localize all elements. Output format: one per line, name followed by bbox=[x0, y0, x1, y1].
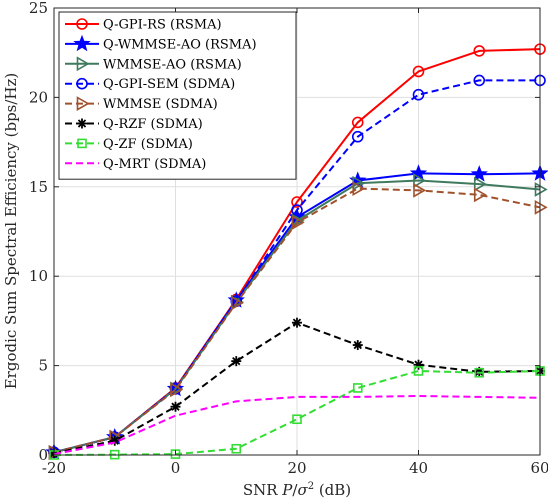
data-point bbox=[412, 88, 425, 101]
series-line bbox=[53, 395, 541, 456]
legend-label: Q-ZF (SDMA) bbox=[103, 137, 193, 152]
data-point bbox=[170, 382, 184, 398]
series-8 bbox=[53, 395, 541, 456]
y-tick-label: 5 bbox=[38, 357, 48, 375]
data-point bbox=[534, 199, 548, 215]
legend-item: Q-GPI-SEM (SDMA) bbox=[65, 77, 235, 92]
data-point bbox=[534, 182, 548, 197]
legend-item: Q-MRT (SDMA) bbox=[65, 157, 206, 172]
legend-label: Q-RZF (SDMA) bbox=[103, 117, 203, 132]
data-point bbox=[470, 165, 488, 182]
data-point bbox=[412, 65, 425, 78]
data-point bbox=[292, 414, 302, 425]
series-line bbox=[53, 187, 541, 454]
data-point bbox=[413, 173, 427, 188]
legend-label: Q-WMMSE-AO (RSMA) bbox=[103, 37, 257, 52]
legend-item: Q-RZF (SDMA) bbox=[65, 117, 203, 132]
x-tick-label: 60 bbox=[530, 459, 548, 477]
data-point bbox=[413, 366, 424, 376]
legend-label: Q-GPI-SEM (SDMA) bbox=[103, 77, 235, 92]
y-axis-label: Ergodic Sum Spectral Efficiency (bps/Hz) bbox=[2, 73, 20, 390]
legend-label: WMMSE-AO (RSMA) bbox=[103, 57, 242, 72]
legend-item: WMMSE-AO (RSMA) bbox=[65, 56, 242, 72]
x-tick-label: -20 bbox=[42, 459, 66, 477]
data-point bbox=[473, 45, 486, 57]
legend-item: Q-WMMSE-AO (RSMA) bbox=[65, 34, 257, 52]
legend-swatch-marker bbox=[73, 34, 91, 52]
data-point bbox=[352, 181, 366, 196]
y-tick-label: 20 bbox=[29, 88, 48, 106]
legend-swatch-marker bbox=[77, 118, 87, 129]
data-point bbox=[351, 130, 364, 143]
legend-box bbox=[58, 11, 297, 180]
legend-swatch-marker bbox=[76, 96, 90, 111]
x-tick-label: 0 bbox=[171, 459, 181, 477]
data-point bbox=[473, 176, 487, 192]
data-point bbox=[231, 443, 242, 454]
data-point bbox=[109, 435, 120, 446]
data-point bbox=[292, 317, 302, 328]
y-tick-label: 15 bbox=[29, 178, 48, 196]
data-point bbox=[170, 401, 181, 412]
y-tick-label: 10 bbox=[29, 267, 48, 285]
x-axis-label: SNR P/σ2 (dB) bbox=[243, 481, 351, 499]
legend-swatch-marker bbox=[76, 18, 88, 30]
legend-label: WMMSE (SDMA) bbox=[103, 97, 218, 112]
x-tick-label: 20 bbox=[287, 459, 306, 477]
y-tick-label: 25 bbox=[29, 0, 48, 17]
data-point bbox=[474, 367, 485, 378]
legend-item: Q-GPI-RS (RSMA) bbox=[65, 18, 222, 33]
legend-label: Q-GPI-RS (RSMA) bbox=[103, 18, 222, 33]
legend: Q-GPI-RS (RSMA) Q-WMMSE-AO (RSMA) WMMSE-AO… bbox=[58, 11, 297, 180]
data-point bbox=[291, 215, 305, 230]
legend-item: Q-ZF (SDMA) bbox=[65, 137, 193, 152]
legend-item: WMMSE (SDMA) bbox=[65, 96, 218, 112]
data-point bbox=[291, 204, 303, 216]
legend-swatch-marker bbox=[77, 138, 87, 149]
data-point bbox=[351, 116, 364, 129]
data-point bbox=[413, 182, 427, 198]
legend-swatch-marker bbox=[76, 77, 88, 90]
data-point bbox=[291, 196, 303, 208]
data-point bbox=[231, 356, 242, 367]
data-point bbox=[352, 340, 363, 351]
x-tick-label: 40 bbox=[409, 459, 428, 477]
data-point bbox=[473, 187, 487, 203]
y-tick-label: 0 bbox=[38, 446, 48, 464]
legend-label: Q-MRT (SDMA) bbox=[103, 157, 206, 172]
data-point bbox=[473, 74, 486, 87]
data-point bbox=[352, 383, 363, 393]
legend-swatch-marker bbox=[76, 56, 90, 72]
series-line bbox=[53, 369, 541, 456]
data-point bbox=[230, 295, 244, 311]
